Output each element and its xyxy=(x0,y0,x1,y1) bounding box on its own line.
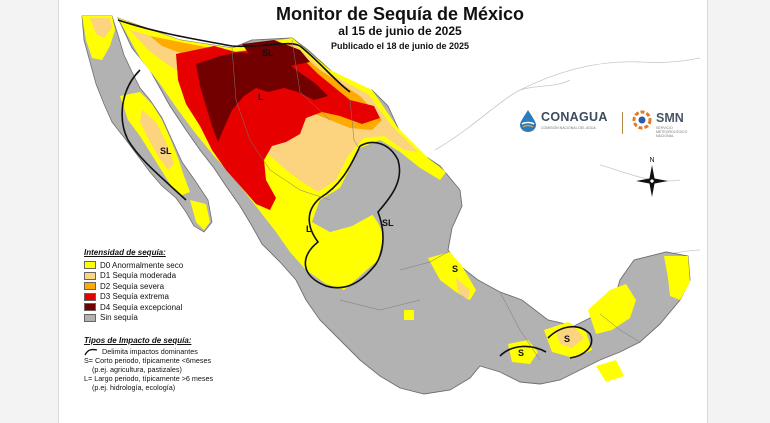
left-page-margin xyxy=(0,0,59,423)
page-title: Monitor de Sequía de México xyxy=(275,4,525,24)
smn-logo: SMN SERVICIO METEOROLÓGICO NACIONAL xyxy=(630,108,694,138)
d0-yucatan-west xyxy=(588,284,636,334)
legend-label-none: Sin sequía xyxy=(100,313,138,323)
label-l-chihuahua: L xyxy=(258,92,264,102)
legend-label-d3: D3 Sequía extrema xyxy=(100,292,169,302)
logo-divider xyxy=(622,112,623,134)
right-page-margin xyxy=(707,0,770,423)
label-l-west: L xyxy=(306,224,312,234)
swatch-d3 xyxy=(84,292,96,301)
impact-l-line1: L= Largo periodo, típicamente >6 meses xyxy=(84,374,214,383)
d1-veracruz xyxy=(456,278,470,300)
legend-row-d2: D2 Sequía severa xyxy=(84,281,284,292)
label-sl-baja: SL xyxy=(160,146,172,156)
legend-label-d4: D4 Sequía excepcional xyxy=(100,302,183,312)
compass-rose: N xyxy=(634,154,670,200)
impact-s-line2: (p.ej. agricultura, pastizales) xyxy=(92,365,182,374)
baja-d1-north xyxy=(90,18,112,38)
smn-name: SMN xyxy=(656,111,684,125)
conagua-logo: CONAGUA COMISIÓN NACIONAL DEL AGUA xyxy=(517,108,617,138)
impact-s-line1: S= Corto periodo, típicamente <6meses xyxy=(84,356,212,365)
no-drought-central xyxy=(312,140,452,272)
impact-legend: Tipos de Impacto de sequía: Delimita imp… xyxy=(84,336,284,392)
d0-chiapas xyxy=(596,360,624,382)
d1-tabasco xyxy=(556,326,584,348)
impact-l-line2: (p.ej. hidrología, ecología) xyxy=(92,383,176,392)
smn-tagline: SERVICIO METEOROLÓGICO NACIONAL xyxy=(656,126,688,138)
swatch-d2 xyxy=(84,282,96,291)
d4-region xyxy=(196,52,328,142)
legend-row-d0: D0 Anormalmente seco xyxy=(84,260,284,271)
published-date: Publicado el 18 de junio de 2025 xyxy=(330,41,470,51)
d0-yucatan-east xyxy=(664,256,690,300)
swatch-d1 xyxy=(84,271,96,280)
legend-row-d3: D3 Sequía extrema xyxy=(84,292,284,303)
compass-north-label: N xyxy=(649,157,654,164)
state-borders xyxy=(231,39,641,361)
baja-d0-south xyxy=(190,200,210,230)
d0-center-small xyxy=(404,310,414,320)
intensity-legend-heading: Intensidad de sequía: xyxy=(84,248,166,257)
legend-label-d2: D2 Sequía severa xyxy=(100,281,165,291)
conagua-name: CONAGUA xyxy=(541,110,608,124)
impact-boundaries xyxy=(117,19,593,359)
conagua-tagline: COMISIÓN NACIONAL DEL AGUA xyxy=(541,126,596,130)
intensity-legend: Intensidad de sequía: D0 Anormalmente se… xyxy=(84,248,284,323)
legend-row-d1: D1 Sequía moderada xyxy=(84,271,284,282)
date-subtitle: al 15 de junio de 2025 xyxy=(338,24,462,38)
swatch-none xyxy=(84,313,96,322)
impact-line-label: Delimita impactos dominantes xyxy=(102,347,198,356)
d4-northeast-patch xyxy=(242,40,310,66)
legend-row-none: Sin sequía xyxy=(84,313,284,324)
impact-legend-heading: Tipos de Impacto de sequía: xyxy=(84,336,192,345)
swatch-d4 xyxy=(84,303,96,312)
label-sl-center: SL xyxy=(382,218,394,228)
weather-gear-icon xyxy=(632,110,652,130)
boundary-line-icon xyxy=(84,348,98,355)
impact-line-row: Delimita impactos dominantes xyxy=(84,347,284,356)
baja-d1-central xyxy=(140,110,174,170)
label-s-tabasco: S xyxy=(564,334,571,344)
swatch-d0 xyxy=(84,261,96,270)
legend-label-d1: D1 Sequía moderada xyxy=(100,271,177,281)
legend-label-d0: D0 Anormalmente seco xyxy=(100,260,184,270)
north-arrow-icon: N xyxy=(636,157,668,197)
label-sl-sonora: SL xyxy=(262,48,274,58)
legend-row-d4: D4 Sequía excepcional xyxy=(84,302,284,313)
label-s-oaxaca: S xyxy=(518,348,525,358)
water-drop-icon xyxy=(520,110,536,132)
label-s-veracruz: S xyxy=(452,264,459,274)
